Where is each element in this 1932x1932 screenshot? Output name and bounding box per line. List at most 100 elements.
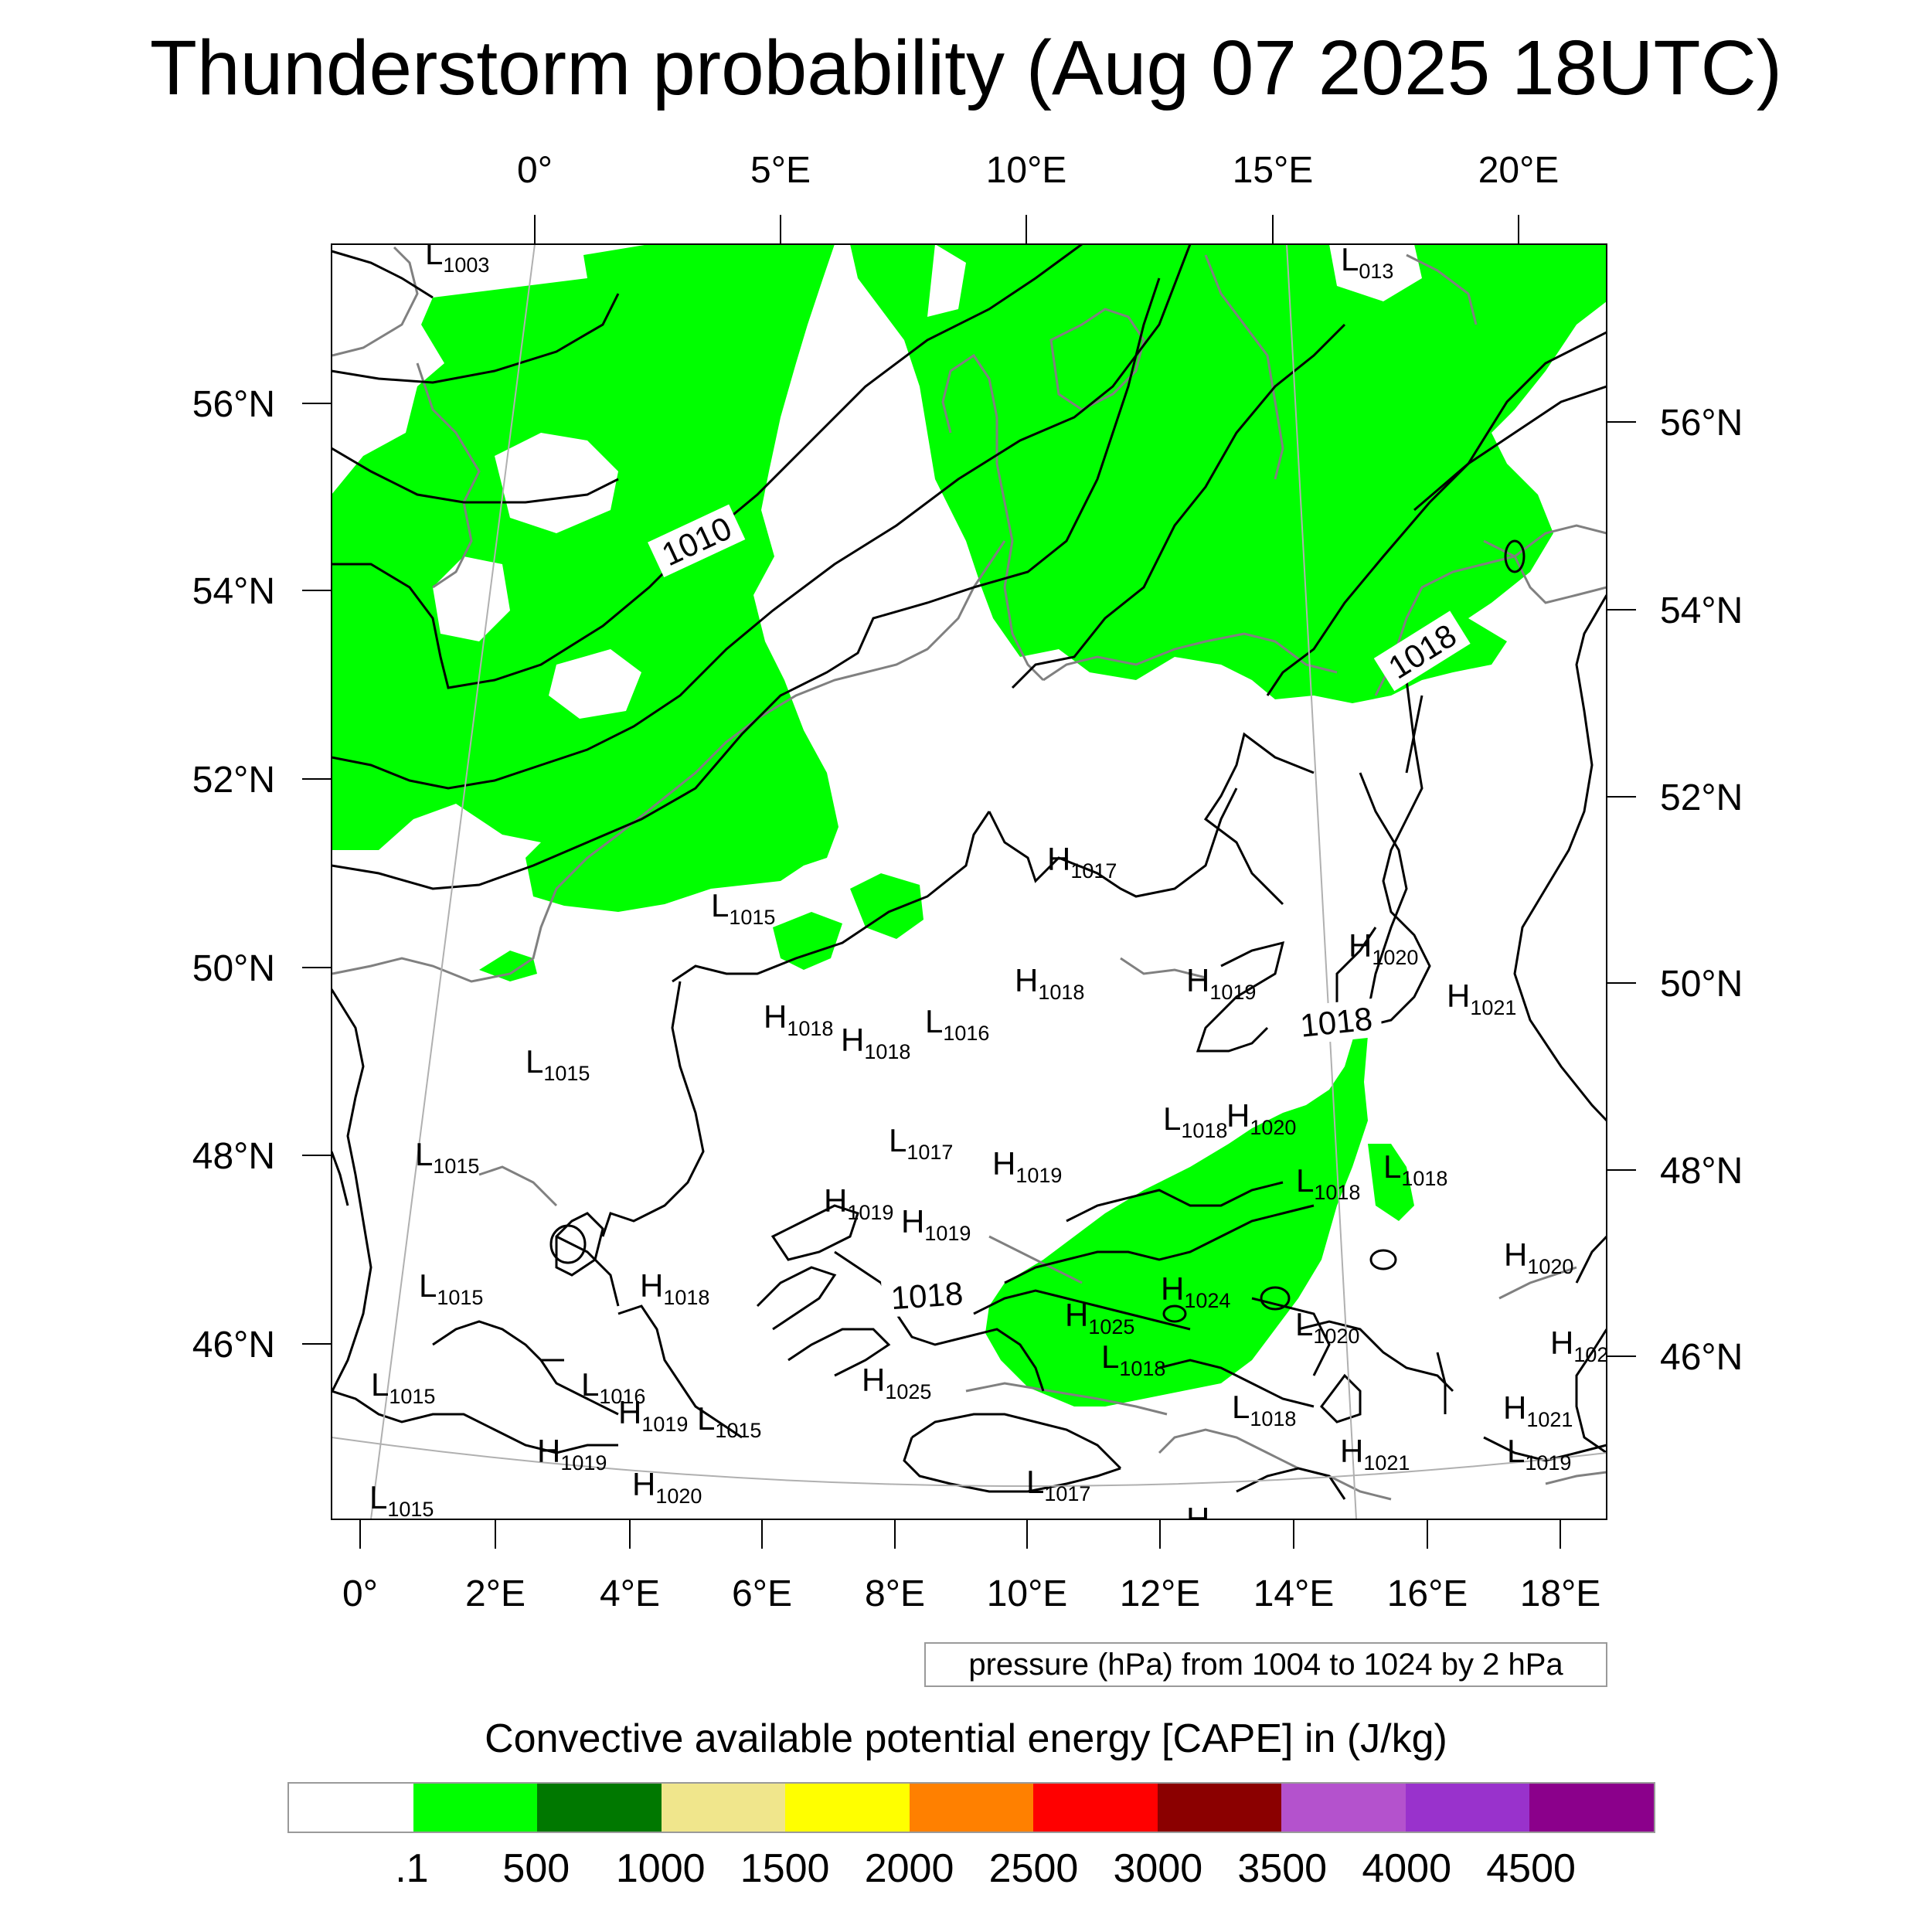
tick-label: 10°E	[986, 150, 1067, 191]
pressure-contour-note: pressure (hPa) from 1004 to 1024 by 2 hP…	[924, 1642, 1607, 1687]
cape-clear-pockets	[433, 244, 1422, 719]
tick-label: 50°N	[1660, 964, 1743, 1005]
tick-label: 52°N	[1660, 777, 1743, 818]
colorbar-label: 3500	[1237, 1846, 1328, 1891]
colorbar-label: 1500	[740, 1846, 830, 1891]
pressure-system-label: L1018	[1163, 1100, 1227, 1142]
pressure-system-label: L1018	[1383, 1148, 1447, 1190]
pressure-system-label: H1019	[901, 1203, 971, 1245]
pressure-system-label: H1020	[1349, 927, 1418, 969]
tick-label: 48°N	[192, 1136, 275, 1177]
tick-label: 16°E	[1387, 1573, 1468, 1614]
colorbar-box	[289, 1784, 413, 1832]
cape-area-east	[1291, 332, 1476, 502]
colorbar-label: 1000	[615, 1846, 706, 1891]
tick-label: 0°	[517, 150, 553, 191]
colorbar-label: 3000	[1113, 1846, 1203, 1891]
colorbar-box	[785, 1784, 910, 1832]
tick-label: 14°E	[1253, 1573, 1335, 1614]
colorbar-box	[1157, 1784, 1282, 1832]
tick-label: 2°E	[465, 1573, 526, 1614]
tick-label: 8°E	[865, 1573, 925, 1614]
cape-area-denmark-gap	[1028, 244, 1082, 301]
pressure-system-label: H1025	[1065, 1297, 1134, 1338]
pressure-system-label: H1021	[1340, 1433, 1410, 1475]
tick-label: 18°E	[1520, 1573, 1601, 1614]
pressure-system-label: L1015	[711, 887, 775, 929]
pressure-system-label: L1018	[1296, 1162, 1360, 1204]
pressure-system-label: H1018	[841, 1022, 910, 1063]
pressure-system-label: L1020	[1295, 1306, 1359, 1348]
tick-label: 5°E	[750, 150, 811, 191]
tick-label: 56°N	[192, 384, 275, 425]
isobars	[332, 244, 1607, 1500]
colorbar-label: 2000	[864, 1846, 954, 1891]
pressure-system-label: L1017	[1026, 1464, 1090, 1505]
pressure-system-label: H	[1186, 1501, 1209, 1537]
pressure-system-label: L1015	[526, 1043, 590, 1085]
colorbar-label: .1	[395, 1846, 429, 1891]
closed-contours	[549, 539, 1526, 1323]
pressure-system-label: H1021	[1447, 978, 1516, 1019]
pressure-system-labels: L1003 L013 H1017 L1015 H1020 H1018 H1019…	[369, 235, 1608, 1537]
cape-area-germany-west	[850, 873, 923, 939]
colorbar-title: Convective available potential energy [C…	[485, 1716, 1447, 1761]
colorbar-label: 2500	[988, 1846, 1079, 1891]
tick-label: 20°E	[1478, 150, 1560, 191]
tick-label: 54°N	[1660, 590, 1743, 631]
colorbar-label: 4000	[1362, 1846, 1452, 1891]
colorbar-label: 500	[502, 1846, 570, 1891]
graticule	[332, 244, 1607, 1519]
pressure-system-label: L1015	[419, 1267, 483, 1309]
colorbar-box	[1405, 1784, 1530, 1832]
pressure-system-label: H1021	[1503, 1389, 1573, 1431]
pressure-system-label: H1018	[640, 1267, 709, 1309]
pressure-system-label: H1019	[537, 1433, 607, 1475]
colorbar-box	[1033, 1784, 1158, 1832]
tick-label: 56°N	[1660, 403, 1743, 444]
tick-label: 0°	[342, 1573, 378, 1614]
tick-label: 50°N	[192, 948, 275, 989]
coastlines	[332, 246, 1607, 1501]
colorbar-box	[413, 1784, 538, 1832]
pressure-system-label: H1019	[618, 1394, 688, 1436]
tick-label: 4°E	[600, 1573, 660, 1614]
tick-label: 10°E	[987, 1573, 1068, 1614]
cape-area-channel	[479, 951, 537, 981]
colorbar-box	[537, 1784, 662, 1832]
left-latitude-labels: 56°N 54°N 52°N 50°N 48°N 46°N	[192, 384, 275, 1366]
pressure-system-label: H1020	[1504, 1236, 1573, 1278]
pressure-system-label: L1015	[697, 1400, 761, 1442]
pressure-system-label: H1019	[824, 1182, 893, 1224]
map-frame	[331, 243, 1607, 1520]
pressure-system-label: L1016	[581, 1366, 645, 1408]
tick-label: 46°N	[1660, 1337, 1743, 1378]
pressure-system-label: H1024	[1161, 1270, 1230, 1312]
colorbar-labels: .1 500 1000 1500 2000 2500 3000 3500 4000 4500	[287, 1844, 1655, 1898]
cape-area-benelux	[773, 912, 842, 970]
tick-label: 46°N	[192, 1325, 275, 1366]
colorbar-box	[909, 1784, 1034, 1832]
cape-colorbar	[287, 1782, 1655, 1833]
pressure-system-label: H1020	[1226, 1097, 1296, 1139]
pressure-system-label: L1016	[925, 1003, 989, 1045]
tick-label: 6°E	[732, 1573, 792, 1614]
tick-label: 48°N	[1660, 1151, 1743, 1192]
colorbar-label: 4500	[1486, 1846, 1576, 1891]
tick-label: 52°N	[192, 760, 275, 801]
pressure-system-label: L1003	[425, 235, 489, 277]
cape-area-scandinavia	[850, 244, 1607, 703]
right-latitude-labels: 56°N 54°N 52°N 50°N 48°N 46°N	[1660, 403, 1743, 1378]
pressure-system-label: H102	[1550, 1325, 1608, 1366]
cape-area-alps	[985, 1020, 1368, 1406]
pressure-system-label: H1025	[862, 1362, 931, 1403]
tick-label: 15°E	[1233, 150, 1314, 191]
colorbar-box	[1529, 1784, 1655, 1832]
pressure-system-label: L1015	[371, 1366, 435, 1408]
isobar-label: 1018	[1298, 1000, 1374, 1044]
colorbar-box	[661, 1784, 786, 1832]
pressure-system-label: H1019	[992, 1145, 1062, 1187]
tick-label: 54°N	[192, 571, 275, 612]
top-longitude-labels: 0° 5°E 10°E 15°E 20°E	[517, 150, 1559, 191]
